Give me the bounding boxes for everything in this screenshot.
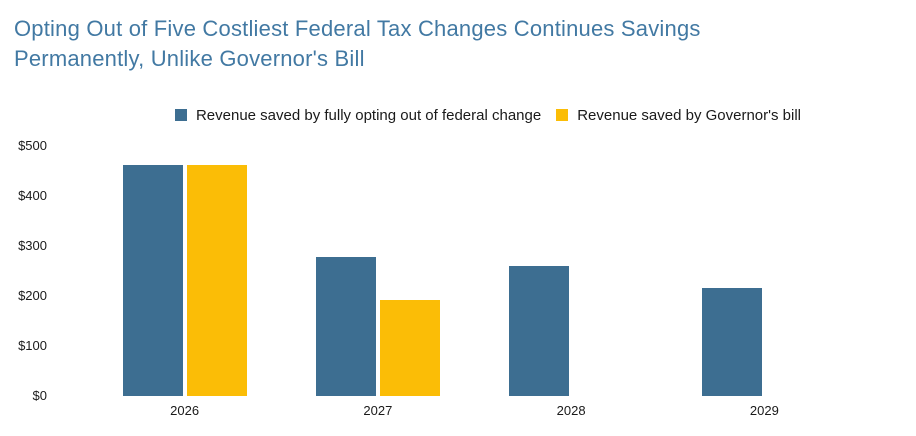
y-axis-tick-label: $500 — [18, 138, 47, 153]
bar-2027-opt-out — [315, 257, 376, 396]
legend-label: Revenue saved by fully opting out of fed… — [195, 106, 542, 124]
legend-item-opt-out: Revenue saved by fully opting out of fed… — [174, 106, 542, 124]
y-axis-tick-label: $300 — [18, 238, 47, 253]
y-axis-tick-label: $200 — [18, 288, 47, 303]
chart-legend: Revenue saved by fully opting out of fed… — [60, 104, 916, 126]
bar-2028-opt-out — [509, 266, 570, 396]
x-axis-label-2029: 2029 — [749, 403, 779, 418]
y-axis-tick-label: $400 — [18, 188, 47, 203]
chart-title-line-1: Opting Out of Five Costliest Federal Tax… — [14, 16, 701, 41]
legend-swatch-blue — [174, 109, 187, 121]
bar-2029-opt-out — [702, 288, 763, 396]
chart-title: Opting Out of Five Costliest Federal Tax… — [14, 14, 701, 74]
y-axis-tick-label: $0 — [32, 388, 47, 403]
y-axis-tick-label: $100 — [18, 338, 47, 353]
x-axis-label-2027: 2027 — [363, 403, 393, 418]
legend-swatch-yellow — [556, 109, 569, 121]
bar-2026-opt-out — [122, 164, 183, 396]
bar-2027-governors-bill — [379, 299, 440, 396]
bar-2026-governors-bill — [186, 164, 247, 396]
legend-label: Revenue saved by Governor's bill — [577, 106, 802, 124]
x-axis-label-2026: 2026 — [170, 403, 200, 418]
legend-item-governors-bill: Revenue saved by Governor's bill — [556, 107, 801, 124]
chart-title-line-2: Permanently, Unlike Governor's Bill — [14, 46, 365, 71]
x-axis-label-2028: 2028 — [556, 403, 586, 418]
